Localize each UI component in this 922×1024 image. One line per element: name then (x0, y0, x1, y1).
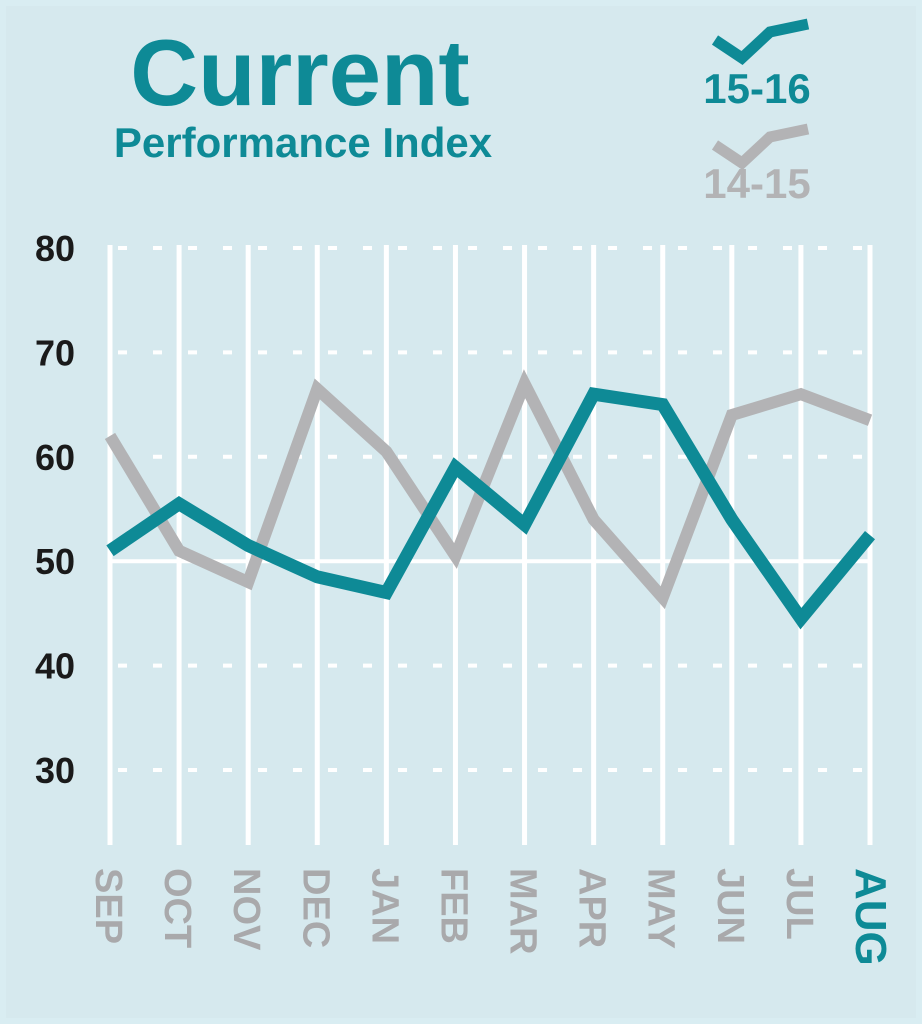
x-month-label: AUG (846, 868, 895, 966)
y-tick-label: 50 (35, 541, 75, 582)
chart-subtitle: Performance Index (114, 119, 493, 166)
x-month-label: SEP (87, 868, 129, 944)
x-month-label: MAY (640, 868, 682, 949)
series-line (106, 387, 876, 630)
series-lines (104, 369, 876, 630)
legend-swatch (711, 123, 810, 170)
x-month-label: DEC (294, 868, 336, 948)
y-tick-label: 30 (35, 750, 75, 791)
legend-label: 14-15 (703, 160, 810, 207)
x-month-label: APR (571, 868, 613, 948)
y-tick-label: 40 (35, 646, 75, 687)
x-axis-month-labels: SEP OCT NOV DEC JAN FEB MAR APR MAY JUN JUL AUG (87, 868, 895, 966)
x-month-label: JUN (709, 868, 751, 944)
y-tick-label: 80 (35, 228, 75, 269)
x-month-label: OCT (156, 868, 198, 948)
legend-label: 15-16 (703, 65, 810, 112)
legend-swatch (711, 18, 810, 65)
x-month-label: JUL (778, 868, 820, 940)
grid (107, 245, 873, 845)
x-month-label: MAR (502, 868, 544, 955)
y-tick-label: 60 (35, 437, 75, 478)
legend: 15-16 14-15 (703, 18, 811, 207)
series-line (104, 369, 873, 610)
y-axis-tick-labels: 30 40 50 60 70 80 (35, 228, 75, 791)
x-month-label: JAN (363, 868, 405, 944)
x-month-label: FEB (432, 868, 474, 944)
x-month-label: NOV (225, 868, 267, 951)
y-tick-label: 70 (35, 332, 75, 373)
chart-title: Current (130, 20, 469, 125)
